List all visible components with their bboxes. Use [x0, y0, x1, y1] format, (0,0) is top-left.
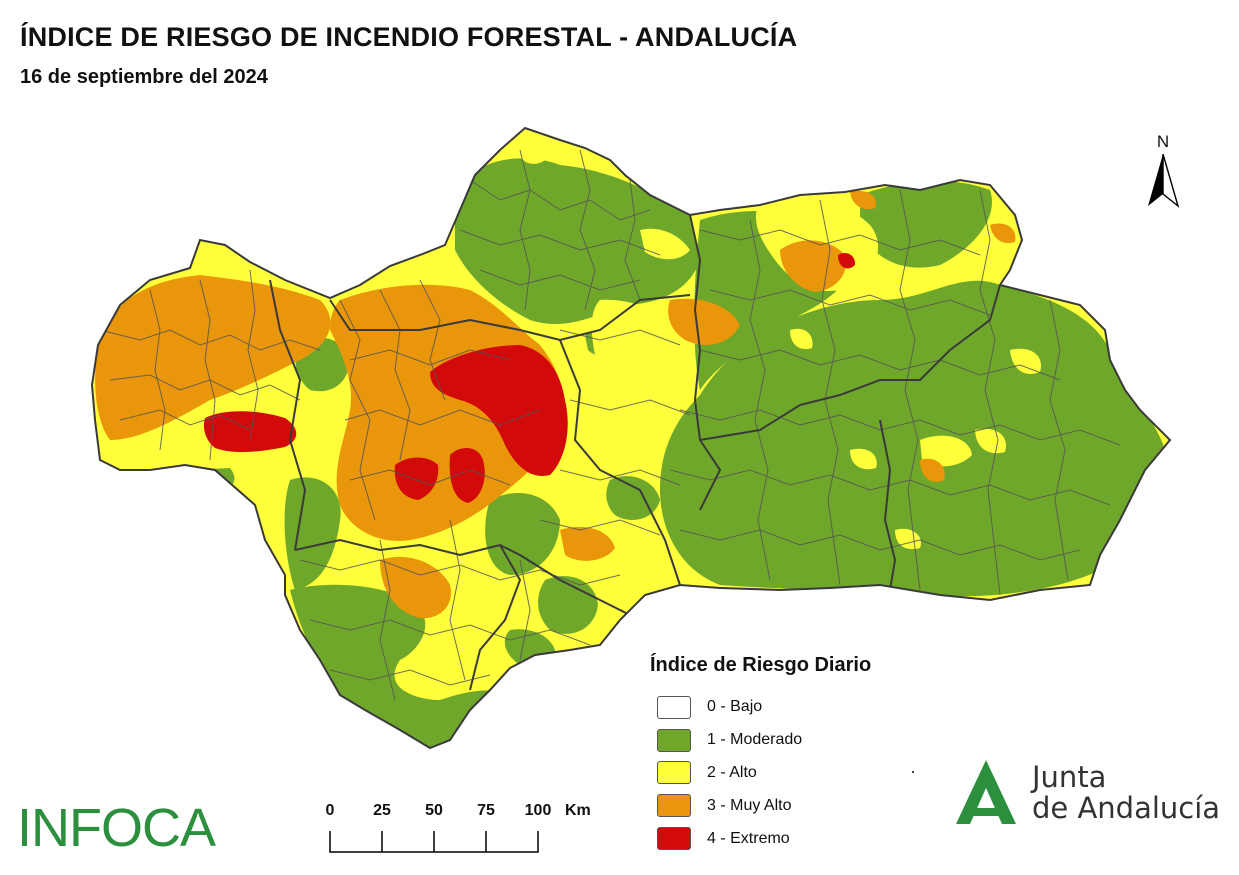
legend-item: 2 - Alto — [657, 757, 950, 790]
legend-label: 2 - Alto — [707, 763, 757, 781]
legend-label: 1 - Moderado — [707, 731, 803, 749]
province-boundaries — [269, 214, 1001, 691]
scale-label-50: 50 — [425, 802, 443, 819]
map-date: 16 de septiembre del 2024 — [20, 66, 268, 88]
scale-unit: Km — [565, 802, 591, 819]
north-label: N — [1156, 132, 1170, 151]
north-arrow: N — [1143, 132, 1183, 212]
map-title: ÍNDICE DE RIESGO DE INCENDIO FORESTAL - … — [20, 22, 798, 52]
legend-item: 4 - Extremo — [657, 822, 950, 855]
municipal-boundaries — [99, 149, 1121, 701]
north-arrow-icon — [1148, 154, 1180, 208]
legend-title: Índice de Riesgo Diario — [650, 654, 872, 676]
scale-label-25: 25 — [373, 802, 391, 819]
zones-extremo — [203, 253, 856, 503]
legend-list: 0 - Bajo 1 - Moderado 2 - Alto 3 - Muy Alto… — [650, 691, 950, 855]
junta-andalucia-logo-icon — [956, 760, 1016, 824]
legend-swatch — [657, 827, 691, 851]
legend-item: 3 - Muy Alto — [657, 789, 950, 822]
scale-label-75: 75 — [477, 802, 495, 819]
legend-label: 4 - Extremo — [707, 829, 790, 847]
legend: Índice de Riesgo Diario 0 - Bajo 1 - Mode… — [650, 654, 950, 855]
legend-swatch — [657, 794, 691, 818]
junta-line2: de Andalucía — [1032, 791, 1221, 825]
stray-dot — [912, 771, 914, 773]
junta-line1: Junta — [1032, 760, 1107, 794]
legend-swatch — [657, 761, 691, 785]
scale-label-100: 100 — [524, 802, 552, 819]
legend-label: 0 - Bajo — [707, 698, 763, 716]
legend-label: 3 - Muy Alto — [707, 796, 792, 814]
risk-zones — [92, 128, 1170, 748]
legend-item: 0 - Bajo — [657, 691, 950, 724]
legend-swatch — [657, 695, 691, 719]
scale-label-0: 0 — [325, 802, 335, 819]
infoca-logo: INFOCA — [17, 798, 216, 858]
scale-bar: 0 25 50 75 100 Km — [322, 800, 622, 860]
legend-swatch — [657, 728, 691, 752]
scale-bar-graphic — [329, 831, 539, 853]
legend-item: 1 - Moderado — [657, 724, 950, 757]
junta-andalucia-wordmark: Junta de Andalucía — [1032, 762, 1220, 824]
